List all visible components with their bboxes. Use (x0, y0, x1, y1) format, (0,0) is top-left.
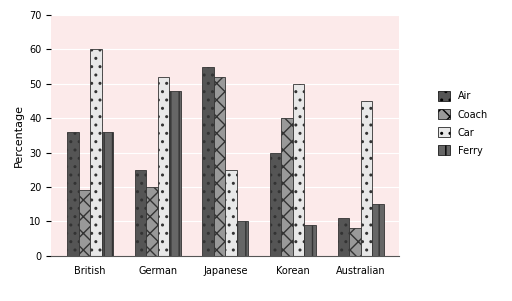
Bar (360, 101, 372, 256)
Legend: Air, Coach, Car, Ferry: Air, Coach, Car, Ferry (435, 87, 492, 160)
Bar (214, 77, 225, 256)
Bar (372, 204, 383, 256)
Bar (337, 218, 349, 256)
Bar (305, 225, 316, 256)
Bar (169, 91, 181, 256)
Bar (146, 187, 158, 256)
Bar (293, 84, 305, 256)
Bar (158, 77, 169, 256)
Y-axis label: Percentage: Percentage (13, 104, 24, 167)
Bar (90, 49, 101, 256)
Bar (237, 222, 248, 256)
Bar (78, 191, 90, 256)
Bar (282, 118, 293, 256)
Bar (135, 170, 146, 256)
Bar (101, 132, 113, 256)
Bar (225, 170, 237, 256)
Bar (270, 153, 282, 256)
Bar (349, 228, 360, 256)
Bar (67, 132, 78, 256)
Bar (202, 67, 214, 256)
